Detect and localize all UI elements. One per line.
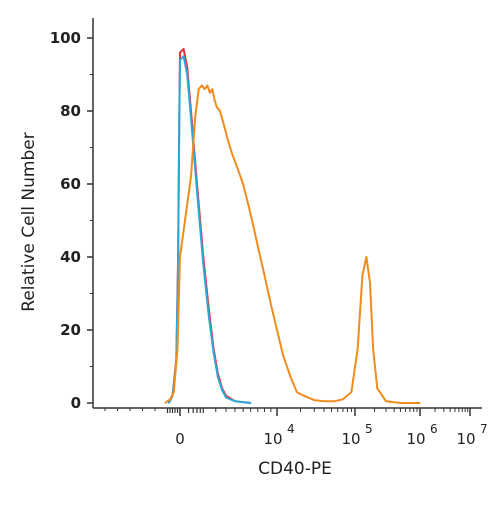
x-tick-label: 10 (263, 430, 282, 448)
series-line-2 (167, 55, 251, 404)
data-point (198, 88, 200, 90)
series-layer (164, 47, 421, 404)
data-point (209, 92, 211, 94)
x-tick-exponent: 6 (430, 422, 438, 436)
data-point (186, 66, 188, 68)
data-point (225, 396, 227, 399)
data-point (179, 52, 181, 54)
data-point (361, 274, 363, 276)
data-point (313, 399, 315, 401)
data-point (231, 154, 233, 156)
x-tick-exponent: 7 (480, 422, 488, 436)
data-point (399, 402, 401, 404)
data-point (357, 347, 359, 349)
labels-layer: 0 20 40 60 80 100 0 10 4 10 5 10 6 10 7 (50, 29, 488, 448)
data-point (250, 402, 252, 404)
data-point (219, 110, 221, 112)
data-point (214, 99, 216, 101)
x-axis-title: CD40-PE (258, 459, 332, 479)
data-point (173, 391, 175, 393)
data-point (176, 347, 179, 349)
data-point (276, 329, 278, 331)
data-point (303, 395, 305, 397)
data-point (201, 84, 203, 86)
data-point (282, 355, 284, 357)
y-tick-label: 40 (60, 248, 81, 266)
data-point (208, 314, 210, 316)
data-point (194, 117, 196, 119)
x-tick-exponent: 5 (365, 422, 373, 436)
data-point (179, 256, 181, 258)
data-point (211, 88, 213, 90)
x-tick-label: 10 (406, 430, 425, 448)
data-point (365, 256, 367, 258)
data-point (223, 125, 225, 127)
data-point (177, 263, 179, 265)
data-point (212, 351, 215, 353)
data-point (164, 402, 166, 404)
data-point (183, 55, 185, 57)
data-point (236, 165, 238, 167)
data-point (190, 176, 192, 178)
data-point (234, 400, 236, 402)
data-point (251, 219, 253, 222)
data-point (342, 398, 344, 400)
data-point (169, 398, 171, 400)
data-point (216, 106, 218, 108)
y-tick-label: 20 (60, 321, 81, 339)
data-point (190, 117, 192, 119)
data-point (217, 376, 219, 378)
data-point (202, 263, 204, 265)
y-tick-label: 100 (50, 29, 81, 47)
data-point (242, 183, 244, 185)
data-point (376, 387, 378, 389)
data-point (296, 391, 298, 393)
data-point (196, 190, 198, 192)
y-axis-title: Relative Cell Number (19, 132, 39, 311)
axes-layer (87, 18, 482, 416)
x-tick-label: 10 (341, 430, 360, 448)
data-point (263, 274, 266, 276)
y-tick-label: 60 (60, 175, 81, 193)
data-point (419, 402, 421, 404)
x-tick-label: 0 (175, 430, 185, 448)
data-point (206, 84, 208, 86)
data-point (290, 376, 292, 378)
data-point (323, 400, 325, 402)
x-tick-exponent: 4 (287, 422, 295, 436)
data-point (186, 73, 188, 76)
data-point (372, 347, 374, 349)
data-point (178, 110, 180, 112)
data-point (270, 303, 272, 305)
data-point (257, 245, 259, 247)
data-point (183, 48, 185, 50)
data-point (247, 201, 249, 203)
data-point (227, 139, 229, 141)
data-point (350, 391, 352, 393)
data-point (204, 88, 206, 90)
data-point (369, 282, 371, 284)
y-tick-label: 80 (60, 102, 81, 120)
data-point (334, 400, 336, 402)
data-point (221, 389, 223, 391)
data-point (168, 402, 170, 404)
x-tick-label: 10 (456, 430, 475, 448)
y-tick-label: 0 (71, 394, 81, 412)
data-point (179, 59, 181, 61)
data-point (385, 400, 387, 402)
